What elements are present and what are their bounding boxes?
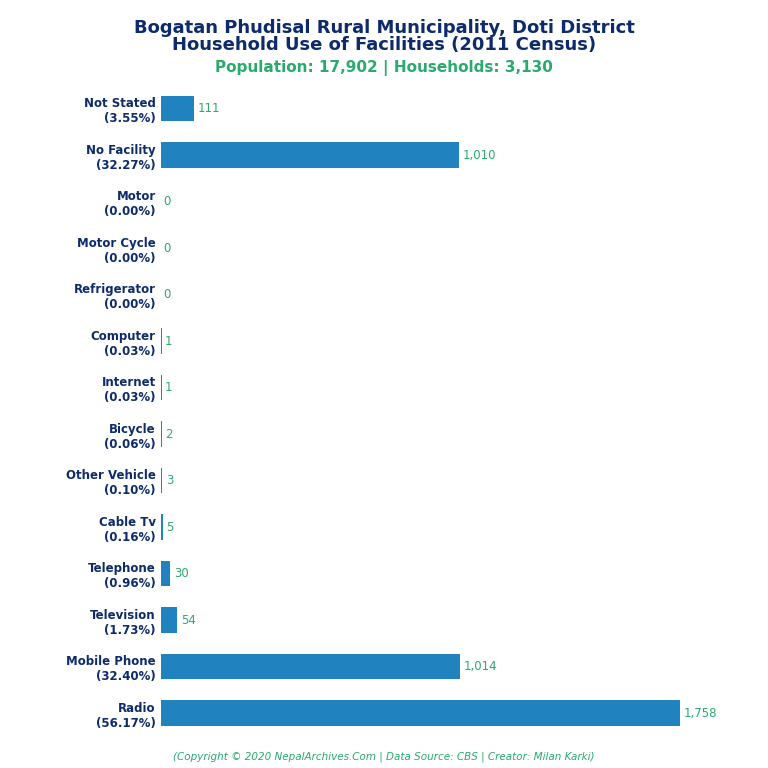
Text: 0: 0 <box>163 288 170 301</box>
Bar <box>161 654 461 680</box>
Bar <box>161 468 162 494</box>
Text: (Copyright © 2020 NepalArchives.Com | Data Source: CBS | Creator: Milan Karki): (Copyright © 2020 NepalArchives.Com | Da… <box>174 751 594 762</box>
Text: 1,758: 1,758 <box>684 707 717 720</box>
Text: Bogatan Phudisal Rural Municipality, Doti District: Bogatan Phudisal Rural Municipality, Dot… <box>134 19 634 37</box>
Text: 30: 30 <box>174 568 188 580</box>
Bar <box>161 700 680 726</box>
Text: 0: 0 <box>163 195 170 208</box>
Text: Population: 17,902 | Households: 3,130: Population: 17,902 | Households: 3,130 <box>215 60 553 76</box>
Bar <box>161 142 459 168</box>
Text: 1,014: 1,014 <box>464 660 498 674</box>
Bar <box>161 561 170 587</box>
Text: 2: 2 <box>165 428 173 441</box>
Text: 111: 111 <box>197 102 220 115</box>
Text: Household Use of Facilities (2011 Census): Household Use of Facilities (2011 Census… <box>172 36 596 54</box>
Text: 54: 54 <box>180 614 196 627</box>
Text: 1,010: 1,010 <box>463 148 496 161</box>
Bar <box>161 96 194 121</box>
Bar <box>161 607 177 633</box>
Bar <box>161 515 163 540</box>
Text: 1: 1 <box>165 381 173 394</box>
Text: 5: 5 <box>167 521 174 534</box>
Text: 1: 1 <box>165 335 173 348</box>
Text: 3: 3 <box>166 474 173 487</box>
Text: 0: 0 <box>163 242 170 254</box>
